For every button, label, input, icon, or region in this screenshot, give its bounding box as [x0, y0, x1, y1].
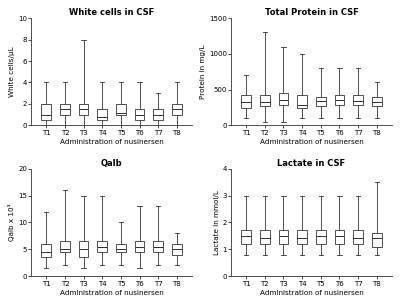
X-axis label: Administration of nusinersen: Administration of nusinersen [60, 290, 164, 296]
Bar [97, 109, 107, 120]
Bar [278, 93, 288, 105]
Bar [260, 95, 270, 106]
Y-axis label: Protein in mg/L: Protein in mg/L [200, 44, 206, 99]
X-axis label: Administration of nusinersen: Administration of nusinersen [260, 139, 363, 145]
Bar [116, 244, 126, 252]
Title: White cells in CSF: White cells in CSF [69, 8, 154, 17]
Bar [260, 230, 270, 244]
Bar [79, 241, 88, 257]
Title: Qalb: Qalb [101, 159, 122, 168]
Bar [172, 104, 182, 115]
X-axis label: Administration of nusinersen: Administration of nusinersen [260, 290, 363, 296]
Bar [153, 241, 163, 252]
Bar [135, 241, 144, 252]
Bar [297, 95, 307, 108]
Bar [278, 230, 288, 244]
Y-axis label: Lactate in mmol/L: Lactate in mmol/L [214, 190, 220, 255]
Bar [372, 233, 382, 247]
Bar [60, 104, 70, 115]
Bar [41, 104, 51, 120]
Y-axis label: White cells/μL: White cells/μL [9, 47, 15, 97]
Title: Total Protein in CSF: Total Protein in CSF [264, 8, 358, 17]
Bar [297, 230, 307, 244]
Bar [116, 104, 126, 115]
Title: Lactate in CSF: Lactate in CSF [277, 159, 346, 168]
Bar [353, 230, 363, 244]
Bar [135, 109, 144, 120]
Bar [153, 109, 163, 120]
Bar [60, 241, 70, 252]
Bar [97, 241, 107, 252]
Bar [41, 244, 51, 257]
Bar [372, 97, 382, 106]
Bar [334, 95, 344, 105]
Bar [241, 95, 251, 108]
Bar [172, 244, 182, 254]
Bar [79, 104, 88, 115]
Bar [334, 230, 344, 244]
Bar [241, 230, 251, 244]
Bar [353, 95, 363, 105]
Y-axis label: Qalb x 10³: Qalb x 10³ [8, 204, 15, 241]
Bar [316, 230, 326, 244]
Bar [316, 97, 326, 106]
X-axis label: Administration of nusinersen: Administration of nusinersen [60, 139, 164, 145]
